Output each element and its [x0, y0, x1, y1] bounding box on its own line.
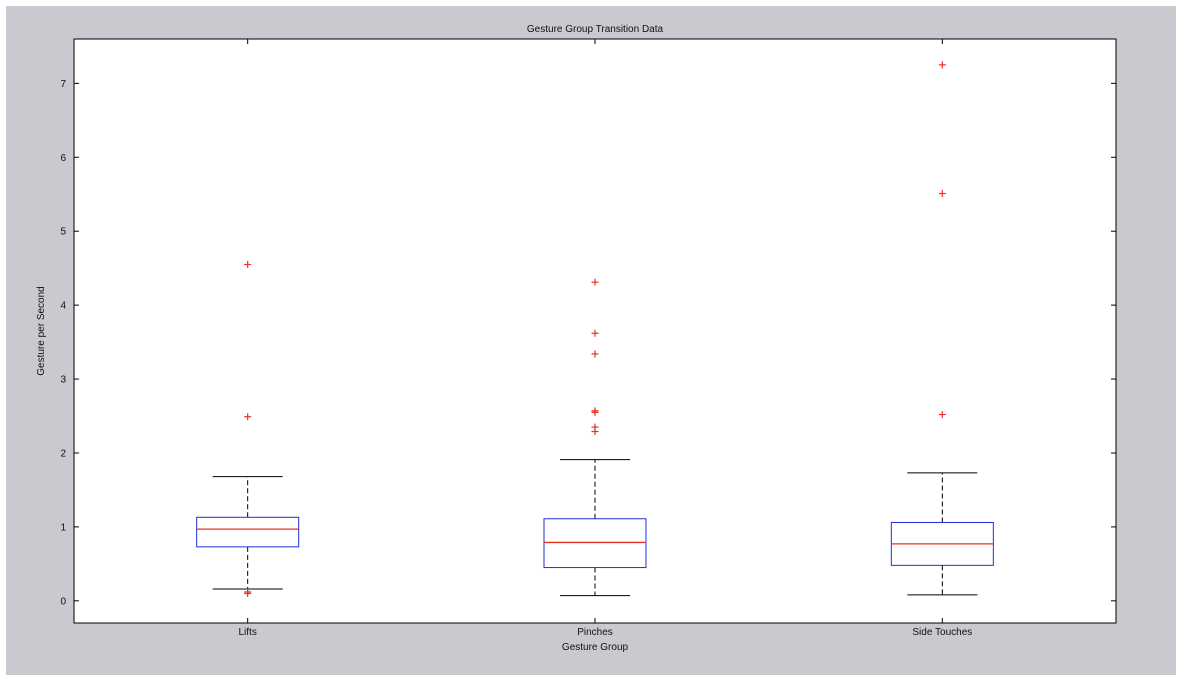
y-tick-label: 6 — [60, 153, 66, 164]
box-group — [543, 278, 647, 597]
figure: Gesture Group Transition Data 0 1 2 3 4 5 6 7 L… — [6, 6, 1176, 675]
outlier-marker — [938, 411, 946, 419]
iqr-box — [196, 516, 300, 548]
outlier-marker — [244, 260, 252, 268]
outlier-marker — [244, 413, 252, 421]
y-tick-label: 2 — [60, 448, 66, 459]
y-axis-label: Gesture per Second — [36, 286, 47, 376]
outlier-marker — [591, 329, 599, 337]
y-tick-label: 7 — [60, 79, 66, 90]
outlier-marker — [591, 423, 599, 431]
outlier-marker — [938, 61, 946, 69]
chart-title: Gesture Group Transition Data — [527, 24, 664, 35]
y-tick-label: 5 — [60, 227, 66, 238]
boxplot-chart: Gesture Group Transition Data 0 1 2 3 4 5 6 7 L… — [36, 24, 1117, 653]
outlier-marker — [938, 190, 946, 198]
box-group — [196, 260, 300, 597]
y-axis: 0 1 2 3 4 5 6 7 — [60, 79, 1116, 607]
outlier-marker — [591, 278, 599, 286]
y-tick-label: 0 — [60, 596, 66, 607]
x-tick-label: Side Touches — [912, 627, 972, 638]
y-tick-label: 4 — [60, 301, 66, 312]
outlier-marker — [244, 588, 252, 596]
outlier-marker — [591, 407, 599, 415]
outlier-marker — [591, 350, 599, 358]
y-tick-label: 3 — [60, 375, 66, 386]
boxes — [196, 61, 994, 597]
iqr-box — [543, 518, 647, 569]
box-group — [890, 61, 994, 596]
x-tick-label: Lifts — [238, 627, 256, 638]
x-axis: Lifts Pinches Side Touches — [238, 39, 972, 638]
x-axis-label: Gesture Group — [562, 642, 629, 653]
y-tick-label: 1 — [60, 522, 66, 533]
x-tick-label: Pinches — [577, 627, 613, 638]
